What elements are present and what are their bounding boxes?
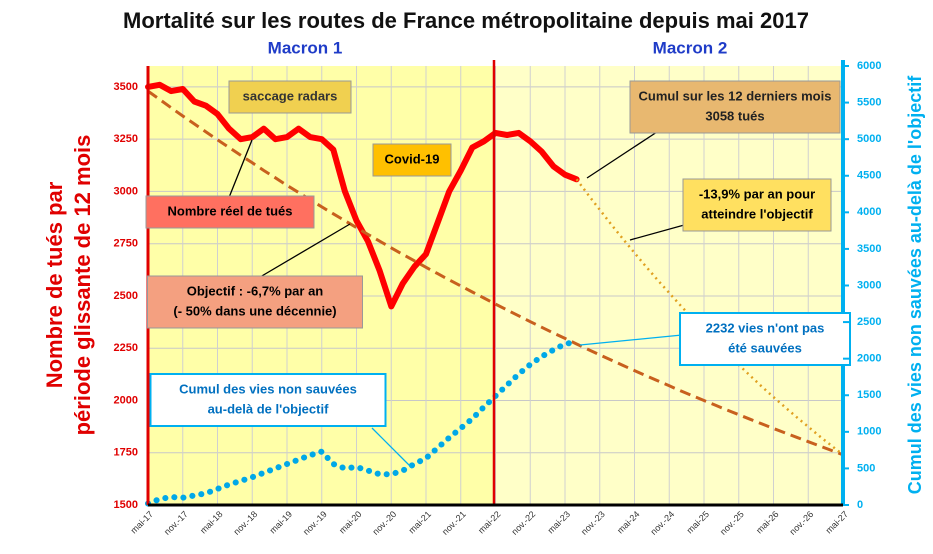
annotation-text: été sauvées: [728, 340, 802, 355]
y2-tick-label: 3000: [857, 279, 881, 291]
x-tick-label: mai-26: [754, 509, 781, 536]
y2-tick-label: 4000: [857, 206, 881, 218]
annotation-text: Covid-19: [385, 151, 440, 166]
y-axis-title-line: Nombre de tués par: [42, 181, 67, 388]
x-tick-label: nov.-20: [371, 509, 399, 537]
y2-tick-label: 4500: [857, 170, 881, 182]
x-tick-label: nov.-19: [301, 509, 329, 537]
x-tick-label: mai-21: [407, 509, 434, 536]
x-tick-label: nov.-21: [440, 509, 468, 537]
annotation-box: [147, 275, 363, 329]
annotation-text: Objectif : -6,7% par an: [187, 283, 324, 298]
x-tick-label: mai-19: [268, 509, 295, 536]
period-label: Macron 1: [268, 38, 343, 57]
annotation-text: Cumul sur les 12 derniers mois: [639, 88, 832, 103]
y-tick-label: 3500: [114, 81, 138, 93]
y-tick-label: 2250: [114, 342, 138, 354]
y2-tick-label: 3500: [857, 243, 881, 255]
x-tick-label: nov.-26: [788, 509, 816, 537]
y2-tick-label: 1500: [857, 389, 881, 401]
y-tick-label: 2500: [114, 290, 138, 302]
x-tick-label: nov.-18: [232, 509, 260, 537]
annotation-text: 3058 tués: [705, 108, 764, 123]
annotation-text: 2232 vies n'ont pas: [706, 320, 825, 335]
y-tick-label: 1500: [114, 499, 138, 511]
chart-title: Mortalité sur les routes de France métro…: [123, 8, 809, 33]
y-tick-label: 2750: [114, 238, 138, 250]
x-tick-label: mai-27: [824, 509, 851, 536]
y2-tick-label: 6000: [857, 60, 881, 72]
annotation-box: [682, 178, 832, 232]
x-tick-label: nov.-25: [718, 509, 746, 537]
x-tick-label: mai-20: [337, 509, 364, 536]
y2-tick-label: 5000: [857, 133, 881, 145]
y-tick-label: 3250: [114, 133, 138, 145]
y2-tick-label: 5500: [857, 96, 881, 108]
annotation-text: Nombre réel de tués: [168, 203, 293, 218]
x-tick-label: nov.-24: [649, 509, 677, 537]
x-tick-label: mai-17: [129, 509, 156, 536]
arrow: [586, 129, 661, 179]
x-tick-label: nov.-22: [510, 509, 538, 537]
annotation-box: [629, 80, 841, 134]
x-tick-label: nov.-23: [579, 509, 607, 537]
y-tick-label: 1750: [114, 447, 138, 459]
annotation-box: [228, 80, 352, 114]
y2-tick-label: 0: [857, 499, 863, 511]
x-tick-label: mai-25: [685, 509, 712, 536]
period-label: Macron 2: [653, 38, 728, 57]
annotation-text: saccage radars: [243, 88, 338, 103]
annotation-text: au-delà de l'objectif: [208, 401, 330, 416]
arrow: [371, 427, 413, 469]
y2-tick-label: 2000: [857, 353, 881, 365]
x-tick-label: mai-23: [546, 509, 573, 536]
y-tick-label: 3000: [114, 185, 138, 197]
arrow: [227, 139, 253, 201]
y-tick-label: 2000: [114, 394, 138, 406]
arrow: [254, 223, 351, 281]
annotation-text: -13,9% par an pour: [699, 186, 815, 201]
annotation-box: [145, 195, 315, 229]
annotation-box: [679, 312, 851, 366]
y-axis-title: Nombre de tués par période glissante de …: [42, 135, 95, 436]
y2-tick-label: 500: [857, 462, 875, 474]
annotation-text: atteindre l'objectif: [701, 206, 813, 221]
annotation-box: [372, 143, 452, 177]
annotation-text: (- 50% dans une décennie): [173, 303, 336, 318]
series-line: [147, 89, 844, 457]
x-tick-label: mai-24: [615, 509, 642, 536]
x-tick-label: nov.-17: [162, 509, 190, 537]
series-line: [145, 338, 580, 507]
y2-axis-title: Cumul des vies non sauvées au-delà de l'…: [905, 75, 925, 494]
annotation-box: [149, 373, 387, 427]
x-tick-label: mai-22: [476, 509, 503, 536]
y-axis-title-line: période glissante de 12 mois: [70, 135, 95, 436]
y2-tick-label: 1000: [857, 426, 881, 438]
y2-tick-label: 2500: [857, 316, 881, 328]
annotation-text: Cumul des vies non sauvées: [179, 381, 357, 396]
x-tick-label: mai-18: [198, 509, 225, 536]
arrow: [579, 334, 683, 346]
